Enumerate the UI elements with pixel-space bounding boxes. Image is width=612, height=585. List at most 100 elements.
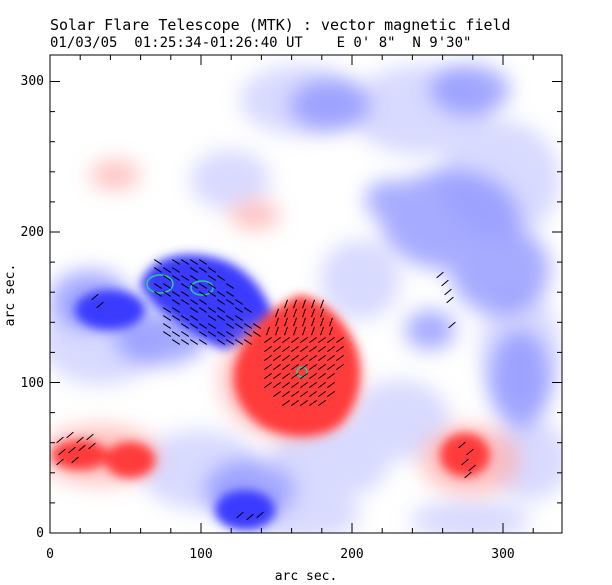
field-vector [293, 317, 297, 327]
field-vector [256, 511, 264, 519]
field-vector [180, 331, 190, 337]
field-vector [264, 336, 272, 344]
axis-ticks [49, 55, 562, 534]
field-vector [76, 436, 84, 444]
field-vector [234, 315, 244, 321]
field-vector [180, 315, 190, 321]
field-vector [444, 288, 452, 296]
field-vector [207, 291, 217, 297]
field-vector [318, 336, 326, 344]
field-vector [309, 363, 317, 371]
field-vector [291, 363, 299, 371]
field-vector [189, 323, 199, 329]
field-vector [318, 381, 326, 389]
field-vector [282, 372, 290, 380]
field-vector [243, 331, 253, 337]
field-vector [284, 308, 288, 318]
field-vector [275, 308, 279, 318]
field-vector [216, 331, 226, 337]
field-vector [327, 372, 335, 380]
flux-contours [146, 274, 308, 378]
field-vector [327, 390, 335, 398]
field-vector [207, 315, 217, 321]
field-vector [198, 323, 208, 329]
field-vector [171, 307, 181, 313]
field-vector [153, 283, 163, 289]
field-vector [311, 326, 315, 336]
field-vector [302, 326, 306, 336]
field-vector [318, 354, 326, 362]
field-vector [264, 354, 272, 362]
field-vector [171, 259, 181, 265]
field-vector [441, 279, 449, 287]
field-vector [153, 291, 163, 297]
field-vector [162, 315, 172, 321]
field-vector [243, 323, 253, 329]
field-vector [291, 354, 299, 362]
transverse-field-vectors [56, 259, 476, 521]
field-vector [207, 267, 217, 273]
field-vector [162, 275, 172, 281]
field-vector [309, 345, 317, 353]
plot-frame [49, 54, 563, 534]
x-tick-label: 200 [340, 547, 363, 562]
field-vector [293, 299, 297, 309]
field-vector [207, 331, 217, 337]
field-vector [171, 339, 181, 345]
field-vector [320, 308, 324, 318]
field-vector [162, 307, 172, 313]
field-vector [282, 363, 290, 371]
field-vector [266, 326, 270, 336]
field-vector [225, 291, 235, 297]
field-vector [153, 267, 163, 273]
field-vector [300, 336, 308, 344]
field-vector [264, 345, 272, 353]
field-vector [198, 339, 208, 345]
field-vector [162, 323, 172, 329]
field-vector [180, 275, 190, 281]
field-vector [216, 307, 226, 313]
observation-info: 01/03/05 01:25:34-01:26:40 UT E 0' 8" N … [50, 35, 472, 51]
field-vector [273, 363, 281, 371]
field-vector [86, 433, 94, 441]
field-vector [318, 363, 326, 371]
field-vector [180, 339, 190, 345]
field-vector [96, 301, 104, 309]
field-vector [309, 354, 317, 362]
field-vector [264, 363, 272, 371]
field-vector [468, 464, 476, 472]
y-axis-label: arc sec. [3, 264, 18, 327]
field-vector [282, 381, 290, 389]
field-vector [58, 448, 66, 456]
field-vector [216, 291, 226, 297]
field-vector [466, 448, 474, 456]
field-vector [234, 323, 244, 329]
field-vector [336, 336, 344, 344]
field-vector [236, 511, 244, 519]
field-vector [216, 315, 226, 321]
field-vector [246, 513, 254, 521]
field-vector [318, 399, 326, 407]
field-vector [311, 299, 315, 309]
field-vector [225, 331, 235, 337]
field-vector [309, 399, 317, 407]
figure-title: Solar Flare Telescope (MTK) : vector mag… [50, 16, 511, 34]
field-vector [300, 354, 308, 362]
field-vector [309, 390, 317, 398]
field-vector [225, 299, 235, 305]
field-vector [300, 345, 308, 353]
field-vector [318, 390, 326, 398]
field-vector [68, 446, 76, 454]
field-vector [243, 307, 253, 313]
field-vector [216, 275, 226, 281]
field-vector [198, 283, 208, 289]
field-vector [234, 339, 244, 345]
field-vector [180, 291, 190, 297]
field-vector [300, 390, 308, 398]
field-vector [234, 299, 244, 305]
field-vector [327, 336, 335, 344]
field-vector [225, 315, 235, 321]
field-vector [329, 317, 333, 327]
field-vector [320, 317, 324, 327]
